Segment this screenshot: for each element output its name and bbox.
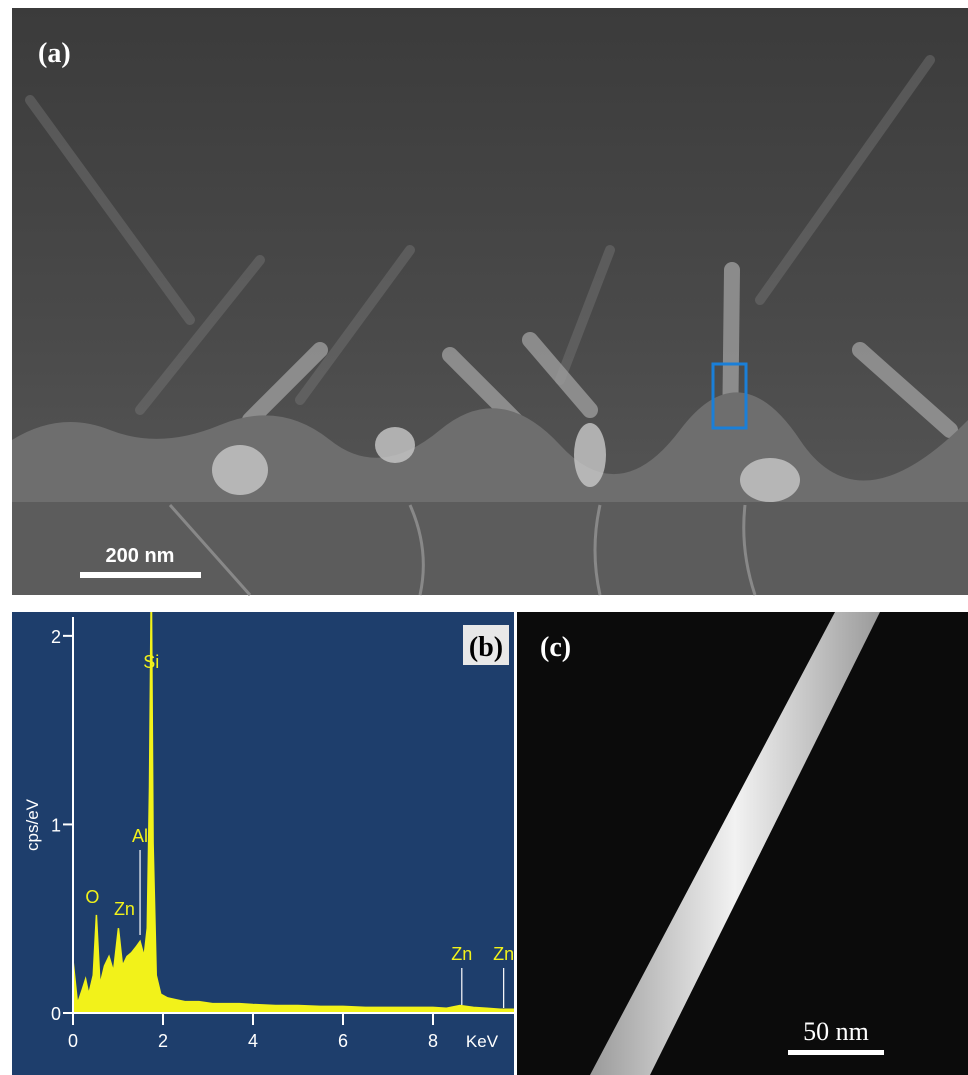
scale-bar-label: 200 nm [106, 545, 175, 567]
scale-bar [788, 1050, 884, 1055]
y-axis-label: cps/eV [23, 798, 42, 851]
annotation: Zn [451, 944, 472, 964]
x-tick-label: 2 [158, 1031, 168, 1051]
panel-label: (a) [38, 38, 71, 69]
figure: (a) 200 nm (b) 0 1 2 0 2 4 6 8 KeV cps/eV O Zn Al Si Z… [0, 0, 968, 1075]
annotation: Zn [114, 899, 135, 919]
annotation: Al [132, 826, 148, 846]
panel-label: (b) [469, 632, 503, 663]
annotation: O [85, 887, 99, 907]
x-tick-label: 6 [338, 1031, 348, 1051]
page: {"panels": {"a": {"label": "(a)", "scale… [0, 0, 968, 1075]
x-tick-label: 4 [248, 1031, 258, 1051]
x-tick-label: 0 [68, 1031, 78, 1051]
scale-bar [80, 572, 201, 578]
panel-b: (b) 0 1 2 0 2 4 6 8 KeV cps/eV O Zn Al Si Zn Zn [12, 579, 514, 1075]
y-tick-label: 0 [51, 1004, 61, 1024]
scale-bar-label: 50 nm [803, 1017, 869, 1046]
panel-c: (c) 50 nm [517, 612, 968, 1075]
x-axis-label: KeV [466, 1032, 499, 1051]
panel-label: (c) [540, 632, 571, 663]
y-tick-label: 2 [51, 627, 61, 647]
annotation: Si [143, 652, 159, 672]
panel-a: (a) 200 nm [12, 8, 968, 595]
annotation: Zn [493, 944, 514, 964]
x-tick-label: 8 [428, 1031, 438, 1051]
y-tick-label: 1 [51, 815, 61, 835]
